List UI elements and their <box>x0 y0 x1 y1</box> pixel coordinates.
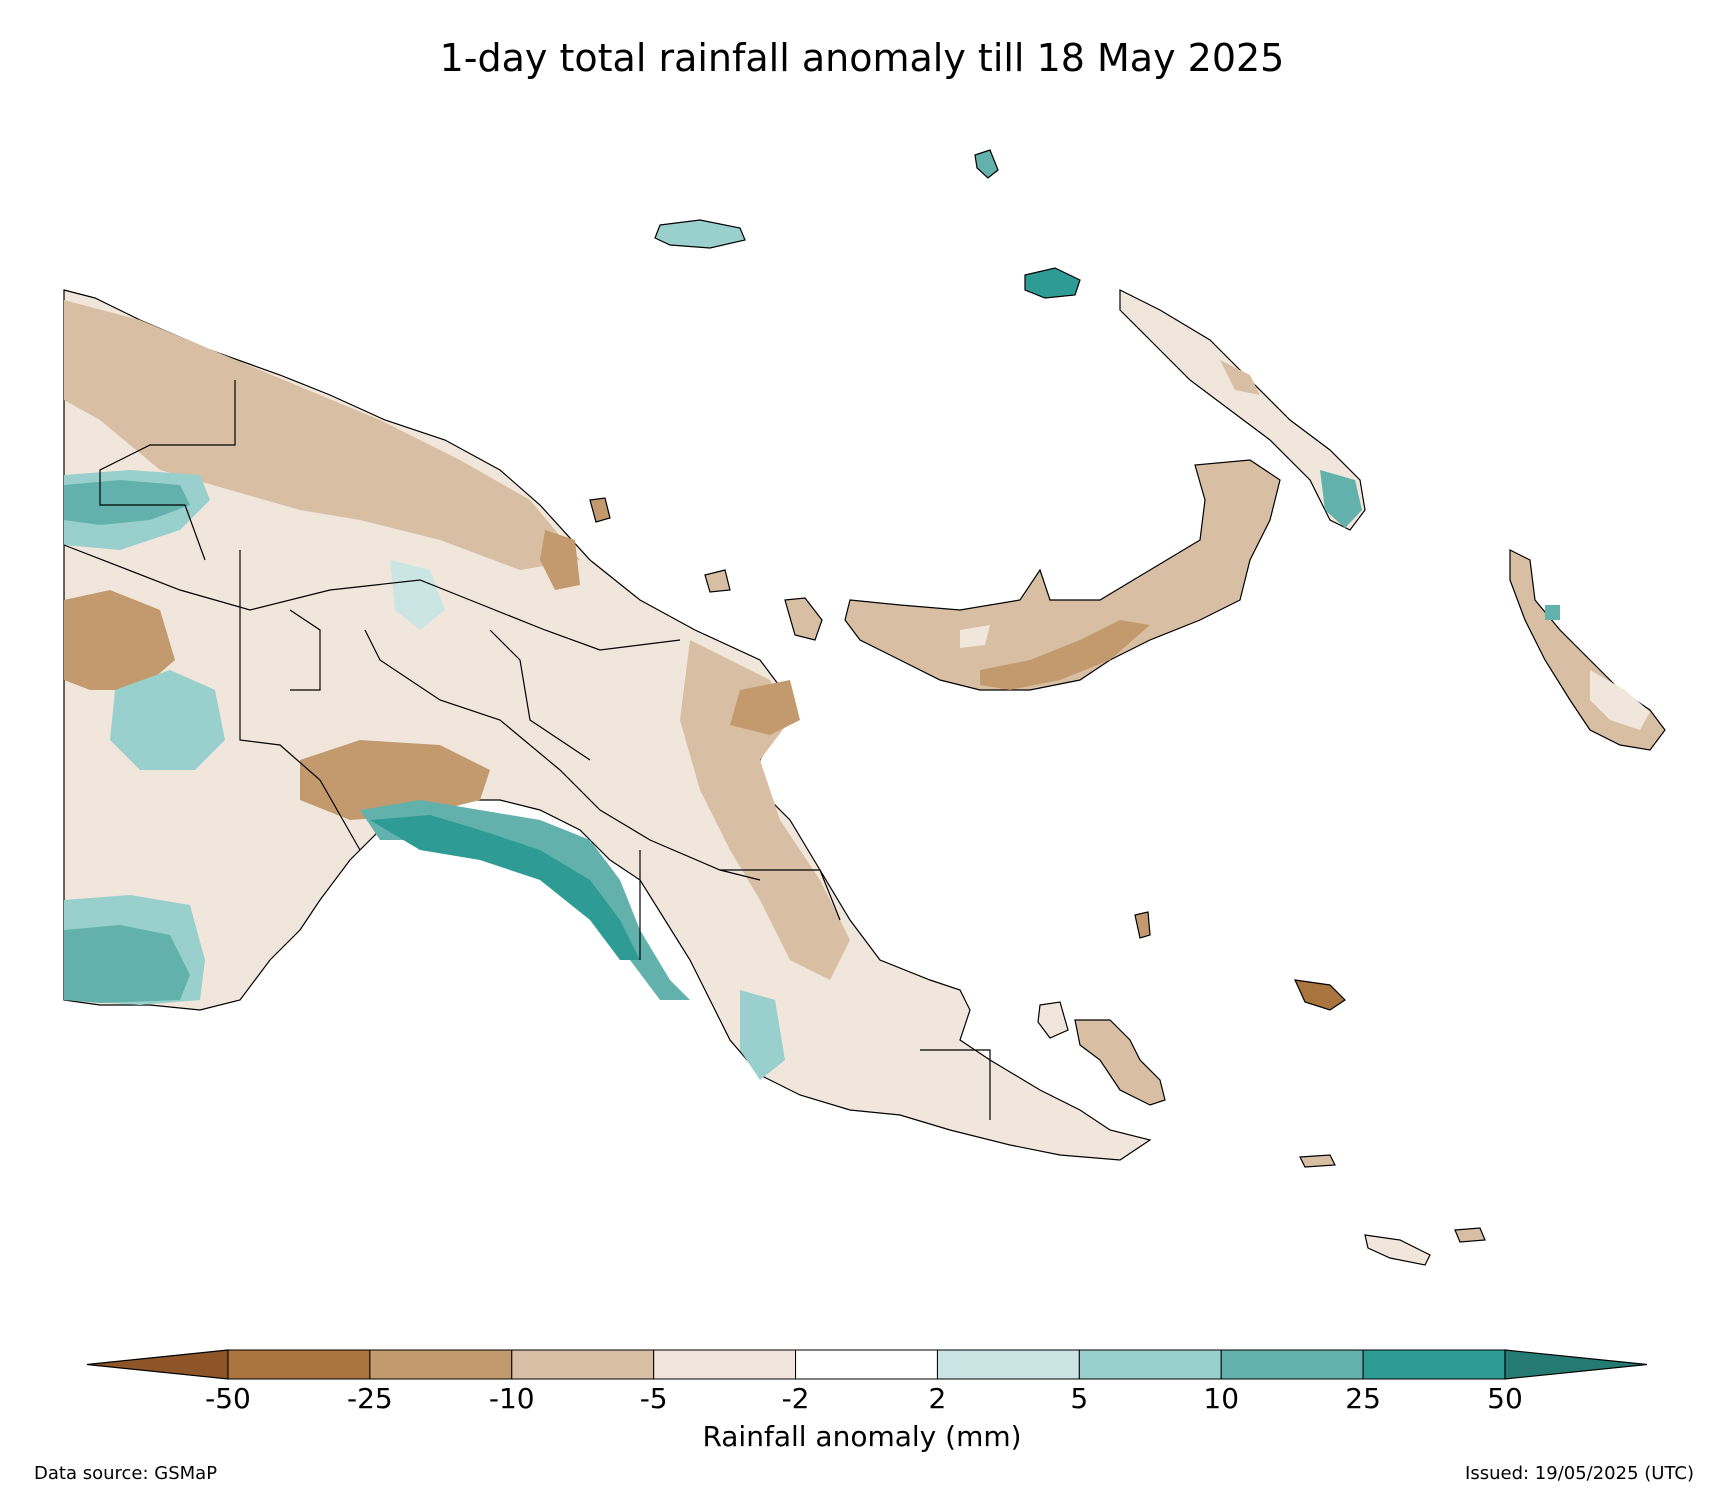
mainland <box>63 289 1152 1161</box>
new-britain-dry <box>980 620 1150 690</box>
dry-patch-west <box>64 590 175 690</box>
dry-patch-central <box>300 740 490 820</box>
new-ireland-dry <box>1220 360 1260 395</box>
map-title: 1-day total rainfall anomaly till 18 May… <box>439 36 1285 80</box>
colorbar-label: Rainfall anomaly (mm) <box>702 1420 1022 1453</box>
rossel-island <box>1454 1227 1486 1243</box>
colorbar-bin <box>227 1349 371 1380</box>
fergusson-island <box>1074 1019 1166 1106</box>
wet-patch-west <box>110 670 225 770</box>
colorbar-tick-label: 5 <box>1070 1382 1089 1415</box>
tagula-island <box>1364 1234 1431 1266</box>
wet-patch-nw-core <box>64 480 190 525</box>
new-ireland-wet <box>1320 470 1362 528</box>
new-hanover-island <box>1024 267 1081 299</box>
new-ireland <box>1119 289 1366 531</box>
dry-patch-north-coast <box>540 530 580 590</box>
bougainville-light <box>1590 670 1650 730</box>
colorbar-tick-label: -10 <box>488 1382 535 1415</box>
colorbar-tick-label: -2 <box>781 1382 810 1415</box>
wet-patch-highlands <box>390 560 445 630</box>
colorbar-bin <box>1362 1349 1506 1380</box>
colorbar-tick-label: 25 <box>1345 1382 1381 1415</box>
new-britain <box>844 459 1281 691</box>
province-boundaries <box>63 380 991 1120</box>
colorbar-bin <box>653 1349 797 1380</box>
dry-patch-ne-tip <box>730 680 800 735</box>
dry-patch-east <box>680 640 850 980</box>
misima-island <box>1299 1154 1336 1168</box>
bougainville <box>1509 549 1666 751</box>
colorbar-tick-label: -5 <box>639 1382 668 1415</box>
colorbar-extend-low <box>86 1349 229 1380</box>
colorbar-tick-label: 10 <box>1203 1382 1240 1415</box>
new-britain-light <box>960 625 990 648</box>
goodenough-island <box>1037 1001 1069 1039</box>
trobriand-island <box>1134 911 1151 939</box>
dry-patch-north <box>64 300 580 570</box>
northern-islet <box>974 149 999 179</box>
colorbar-bin <box>936 1349 1080 1380</box>
wet-patch-gulf-core <box>370 815 640 960</box>
data-source: Data source: GSMaP <box>34 1463 218 1484</box>
new-britain-shape <box>844 459 1281 691</box>
manus-island <box>654 219 746 249</box>
long-island <box>784 597 823 641</box>
wet-patch-southwest-core <box>64 925 190 1003</box>
issued-date: Issued: 19/05/2025 (UTC) <box>1465 1463 1694 1484</box>
colorbar-extend-high <box>1504 1349 1648 1380</box>
umboi-island <box>589 497 611 523</box>
karkar-island <box>704 569 731 593</box>
woodlark-island <box>1294 979 1346 1011</box>
new-ireland-shape <box>1119 289 1366 531</box>
colorbar-tick-label: 2 <box>928 1382 947 1415</box>
colorbar-bin <box>1078 1349 1222 1380</box>
colorbar-tick-label: 50 <box>1487 1382 1523 1415</box>
colorbar <box>86 1349 1648 1380</box>
colorbar-bin <box>369 1349 513 1380</box>
colorbar-bin <box>795 1349 938 1380</box>
colorbar-tick-label: -50 <box>205 1382 251 1415</box>
wet-patch-south <box>740 990 785 1080</box>
colorbar-bin <box>511 1349 655 1380</box>
colorbar-bin <box>1220 1349 1364 1380</box>
bougainville-wet <box>1545 605 1560 620</box>
colorbar-ticks: -50 -25 -10 -5 -2 2 5 10 25 50 <box>0 1382 1724 1422</box>
colorbar-tick-label: -25 <box>347 1382 393 1415</box>
